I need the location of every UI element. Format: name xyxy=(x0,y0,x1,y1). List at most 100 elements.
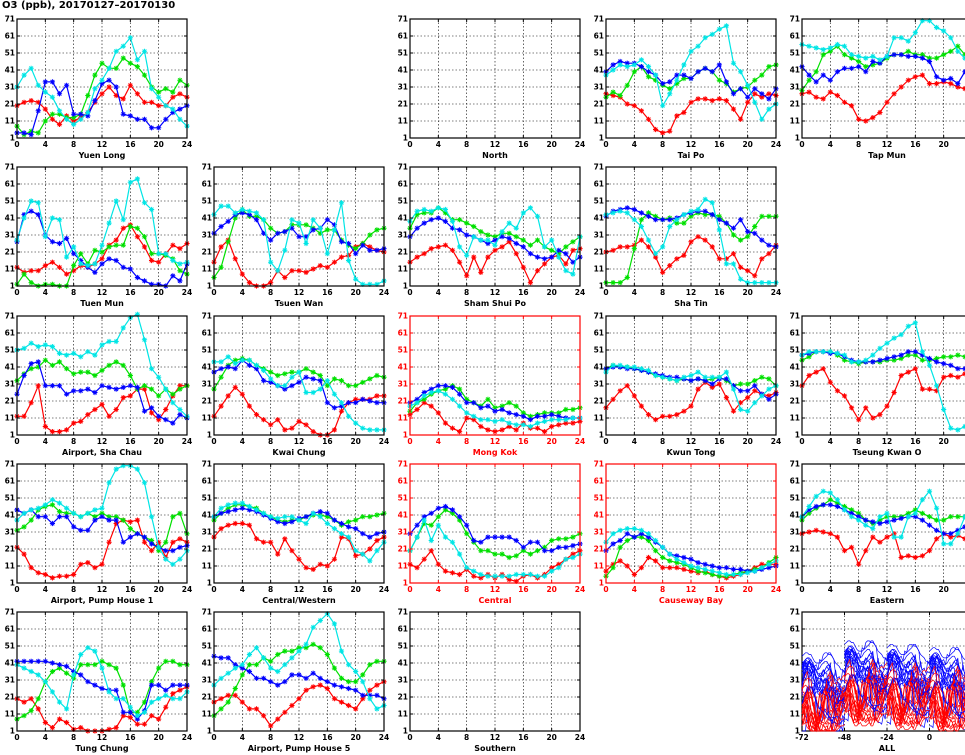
data-point xyxy=(898,372,904,379)
data-point xyxy=(99,242,105,248)
station-label: Kwun Tong xyxy=(666,448,715,457)
data-point xyxy=(737,217,744,223)
data-point xyxy=(948,372,954,379)
data-point xyxy=(345,685,352,692)
data-point xyxy=(225,699,231,705)
data-point xyxy=(414,254,420,260)
x-tick-label: 4 xyxy=(43,288,48,297)
y-tick-label: 61 xyxy=(398,477,408,486)
data-point xyxy=(442,383,449,389)
data-point xyxy=(919,497,926,503)
data-point xyxy=(120,362,126,368)
y-tick-label: 11 xyxy=(202,265,212,274)
data-point xyxy=(933,359,940,365)
data-point xyxy=(78,662,84,668)
data-point xyxy=(745,570,751,576)
data-point xyxy=(71,371,77,377)
overlay-line xyxy=(844,693,888,725)
data-point xyxy=(745,99,751,105)
data-point xyxy=(834,503,841,510)
data-point xyxy=(513,251,519,257)
data-point xyxy=(170,89,176,95)
data-point xyxy=(638,565,645,571)
data-point xyxy=(478,575,484,581)
x-tick-label: 0 xyxy=(799,140,804,149)
overlay-line xyxy=(844,654,887,713)
data-point xyxy=(527,417,534,423)
data-point xyxy=(296,234,302,240)
data-point xyxy=(338,408,345,414)
data-point xyxy=(49,429,56,435)
data-point xyxy=(766,393,772,399)
data-point xyxy=(289,217,295,223)
data-point xyxy=(813,45,819,51)
y-tick-label: 61 xyxy=(398,625,408,634)
data-point xyxy=(113,514,119,520)
data-point xyxy=(28,507,34,513)
data-point xyxy=(492,405,498,411)
data-point xyxy=(766,64,772,70)
data-point xyxy=(134,225,141,231)
data-point xyxy=(414,225,420,231)
data-point xyxy=(827,490,833,496)
y-tick-label: 31 xyxy=(790,676,800,685)
data-point xyxy=(570,406,576,413)
data-point xyxy=(42,357,48,363)
data-point xyxy=(456,386,463,392)
data-point xyxy=(863,517,869,523)
data-point xyxy=(485,403,491,409)
data-point xyxy=(42,89,48,95)
data-point xyxy=(534,254,541,260)
data-point xyxy=(232,692,238,698)
data-point xyxy=(905,323,911,329)
data-point xyxy=(49,520,56,527)
data-point xyxy=(820,502,826,508)
data-point xyxy=(218,374,224,380)
y-tick-label: 1 xyxy=(207,579,212,588)
data-point xyxy=(702,96,708,102)
data-point xyxy=(106,84,112,90)
data-point xyxy=(282,709,288,715)
data-point xyxy=(239,665,245,671)
x-tick-label: 0 xyxy=(407,140,412,149)
data-point xyxy=(113,520,119,527)
data-point xyxy=(674,553,680,559)
data-point xyxy=(21,345,27,351)
data-point xyxy=(63,116,70,122)
data-point xyxy=(374,427,380,433)
data-point xyxy=(421,520,427,527)
data-point xyxy=(513,240,519,247)
data-point xyxy=(134,64,141,70)
data-point xyxy=(156,89,162,95)
y-tick-label: 71 xyxy=(398,312,408,321)
data-point xyxy=(617,537,623,544)
data-point xyxy=(652,372,659,379)
x-tick-label: 24 xyxy=(575,733,585,742)
data-point xyxy=(120,242,126,248)
data-point xyxy=(324,510,330,516)
y-tick-label: 61 xyxy=(398,329,408,338)
x-tick-label: 20 xyxy=(546,140,556,149)
data-point xyxy=(471,573,477,579)
data-point xyxy=(374,227,380,233)
data-point xyxy=(877,514,883,520)
data-point xyxy=(730,251,737,257)
data-point xyxy=(752,230,758,236)
data-point xyxy=(78,369,84,375)
x-tick-label: -48 xyxy=(838,733,852,742)
data-point xyxy=(35,99,41,105)
data-point xyxy=(891,91,897,97)
data-point xyxy=(71,524,77,530)
y-tick-label: 51 xyxy=(790,49,800,58)
data-point xyxy=(42,719,48,726)
x-tick-label: 16 xyxy=(910,140,920,149)
x-tick-label: 16 xyxy=(125,733,135,742)
data-point xyxy=(856,58,862,65)
data-point xyxy=(631,69,637,75)
x-tick-label: 4 xyxy=(436,733,441,742)
station-label: Kwai Chung xyxy=(272,448,325,457)
y-tick-label: 41 xyxy=(5,66,15,75)
data-point xyxy=(912,510,918,516)
